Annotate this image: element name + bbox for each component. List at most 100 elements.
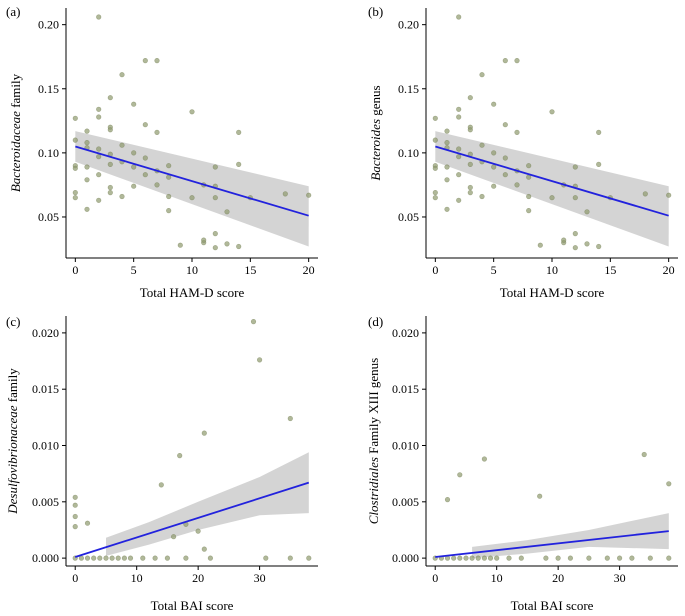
x-tick-label: 20	[303, 263, 315, 277]
data-point	[119, 193, 125, 200]
panel-label: (d)	[368, 314, 383, 329]
data-point	[154, 57, 160, 64]
data-point	[154, 182, 160, 188]
data-point	[142, 57, 148, 64]
confidence-band	[106, 452, 309, 556]
y-axis-title: Clostridiales Family XIII genus	[366, 358, 381, 524]
y-tick-label: 0.020	[32, 326, 59, 340]
data-point	[207, 555, 213, 561]
data-point	[121, 555, 127, 561]
data-point	[432, 115, 438, 121]
y-axis-title-rank: genus	[368, 85, 383, 119]
data-point	[561, 237, 567, 243]
y-tick-label: 0.005	[32, 495, 59, 509]
y-axis-title-rank: family	[5, 368, 20, 406]
data-point	[641, 451, 647, 458]
data-point	[154, 129, 160, 135]
data-point	[596, 243, 602, 250]
data-point	[166, 174, 172, 180]
data-point	[236, 243, 242, 250]
data-point	[212, 195, 218, 201]
x-tick-label: 30	[254, 571, 266, 585]
data-point	[543, 555, 549, 561]
chart-panel: 0 5 10 15 20 0.05 0.10 0.15 0.20 Total HAM-D scor…	[6, 4, 318, 300]
data-point	[103, 555, 109, 561]
data-point	[479, 72, 485, 78]
y-axis-title-taxon: Clostridiales	[366, 457, 381, 524]
data-point	[666, 481, 672, 487]
data-point	[189, 195, 195, 201]
data-point	[432, 195, 438, 201]
data-point	[109, 555, 115, 561]
data-point	[549, 109, 555, 115]
data-point	[263, 555, 269, 561]
data-point	[72, 513, 78, 520]
y-axis-title: Bacteroidaceae family	[8, 73, 23, 192]
data-point	[616, 555, 623, 561]
data-point	[142, 155, 148, 161]
data-point	[115, 555, 121, 561]
data-point	[514, 57, 520, 64]
data-point	[666, 555, 672, 561]
data-point	[596, 129, 602, 135]
chart-panel: 0 10 20 30 0.000 0.005 0.010 0.015 0.020 Total BA…	[366, 314, 678, 613]
data-point	[212, 231, 218, 237]
data-point	[467, 127, 473, 133]
data-point	[96, 114, 102, 120]
data-point	[177, 242, 183, 248]
data-point	[432, 190, 438, 196]
data-point	[166, 208, 172, 214]
data-point	[456, 106, 462, 112]
data-point	[666, 192, 672, 198]
data-point	[183, 555, 189, 561]
y-tick-label: 0.15	[38, 82, 59, 96]
data-point	[518, 555, 524, 561]
data-point	[572, 195, 578, 201]
data-point	[432, 137, 438, 143]
x-axis-title: Total BAI score	[511, 598, 594, 613]
y-axis-title-rank: Family XIII genus	[366, 358, 381, 457]
chart-panel: 0 5 10 15 20 0.05 0.10 0.15 0.20 Total HAM-D scor…	[368, 4, 678, 300]
data-point	[456, 172, 462, 178]
data-point	[514, 182, 520, 188]
y-axis-title-taxon: Bacteroides	[368, 119, 383, 181]
y-tick-label: 0.05	[38, 210, 59, 224]
data-point	[479, 142, 485, 148]
data-point	[287, 555, 293, 561]
data-point	[224, 241, 230, 247]
y-tick-label: 0.20	[398, 18, 419, 32]
data-point	[107, 184, 113, 191]
data-point	[189, 109, 195, 115]
data-point	[467, 190, 473, 196]
data-point	[469, 555, 475, 561]
data-point	[84, 206, 90, 212]
data-point	[96, 172, 102, 178]
data-point	[549, 195, 555, 201]
data-point	[487, 555, 494, 561]
data-point	[306, 555, 312, 561]
data-point	[514, 129, 520, 135]
x-tick-label: 5	[491, 263, 497, 277]
data-point	[166, 163, 172, 169]
data-point	[506, 555, 512, 561]
data-point	[526, 208, 532, 214]
x-tick-label: 10	[131, 571, 143, 585]
data-point	[96, 14, 102, 20]
data-point	[444, 140, 450, 146]
data-point	[96, 106, 102, 112]
y-tick-label: 0.000	[32, 551, 59, 565]
data-point	[107, 190, 113, 196]
y-tick-label: 0.05	[398, 210, 419, 224]
data-point	[164, 555, 170, 561]
data-point	[432, 165, 438, 171]
x-axis-title: Total HAM-D score	[140, 285, 245, 300]
data-point	[96, 146, 102, 152]
data-point	[537, 493, 543, 499]
data-point	[572, 245, 578, 251]
x-tick-label: 0	[432, 263, 438, 277]
data-point	[140, 555, 146, 561]
x-tick-label: 20	[192, 571, 204, 585]
y-tick-label: 0.20	[38, 18, 59, 32]
x-tick-label: 15	[244, 263, 256, 277]
data-point	[78, 555, 84, 561]
